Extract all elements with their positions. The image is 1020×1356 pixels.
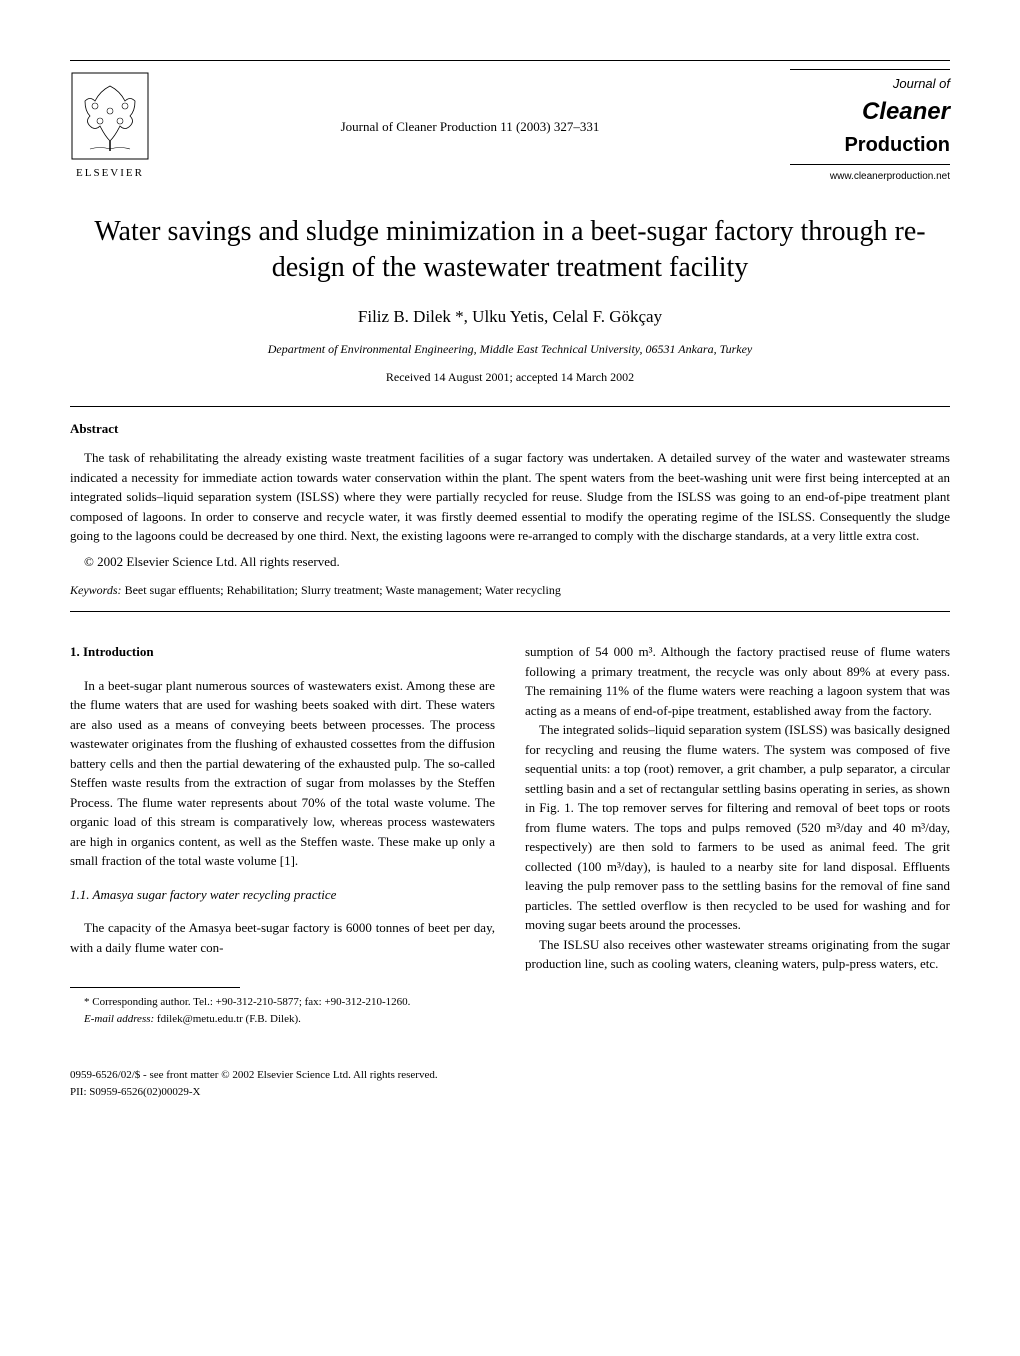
journal-logo-line3: Production [790,130,950,160]
header-row: ELSEVIER Journal of Cleaner Production 1… [70,69,950,184]
footer-line1: 0959-6526/02/$ - see front matter © 2002… [70,1067,950,1084]
intro-p1: In a beet-sugar plant numerous sources o… [70,676,495,871]
elsevier-tree-icon [70,71,150,161]
intro-heading: 1. Introduction [70,642,495,662]
journal-logo-line1: Journal of [790,74,950,94]
top-rule [70,60,950,61]
sub11-heading: 1.1. Amasya sugar factory water recyclin… [70,885,495,905]
footer-line2: PII: S0959-6526(02)00029-X [70,1084,950,1101]
abstract-bottom-rule [70,611,950,612]
journal-url: www.cleanerproduction.net [790,169,950,184]
journal-citation: Journal of Cleaner Production 11 (2003) … [341,117,600,137]
col2-p2: The integrated solids–liquid separation … [525,720,950,935]
received-dates: Received 14 August 2001; accepted 14 Mar… [70,368,950,386]
journal-logo-line2: Cleaner [790,94,950,130]
sub11-p1: The capacity of the Amasya beet-sugar fa… [70,918,495,957]
elsevier-logo: ELSEVIER [70,71,150,182]
article-title: Water savings and sludge minimization in… [70,214,950,287]
copyright: © 2002 Elsevier Science Ltd. All rights … [70,552,950,572]
left-column: 1. Introduction In a beet-sugar plant nu… [70,642,495,1027]
col2-p3: The ISLSU also receives other wastewater… [525,935,950,974]
journal-logo: Journal of Cleaner Production www.cleane… [790,69,950,184]
elsevier-label: ELSEVIER [76,165,144,182]
authors: Filiz B. Dilek *, Ulku Yetis, Celal F. G… [70,304,950,330]
affiliation: Department of Environmental Engineering,… [70,340,950,358]
keywords-text: Beet sugar effluents; Rehabilitation; Sl… [122,583,561,597]
footnote-rule [70,987,240,988]
col2-p1: sumption of 54 000 m³. Although the fact… [525,642,950,720]
keywords: Keywords: Beet sugar effluents; Rehabili… [70,581,950,599]
email-label: E-mail address: [84,1013,154,1025]
body-columns: 1. Introduction In a beet-sugar plant nu… [70,642,950,1027]
right-column: sumption of 54 000 m³. Although the fact… [525,642,950,1027]
footer: 0959-6526/02/$ - see front matter © 2002… [70,1067,950,1100]
footnote-corresp: * Corresponding author. Tel.: +90-312-21… [70,994,495,1011]
footnote-email: E-mail address: fdilek@metu.edu.tr (F.B.… [70,1011,495,1028]
abstract-heading: Abstract [70,419,950,439]
keywords-label: Keywords: [70,583,122,597]
abstract-text: The task of rehabilitating the already e… [70,448,950,546]
email-address: fdilek@metu.edu.tr (F.B. Dilek). [154,1013,301,1025]
abstract-top-rule [70,406,950,407]
